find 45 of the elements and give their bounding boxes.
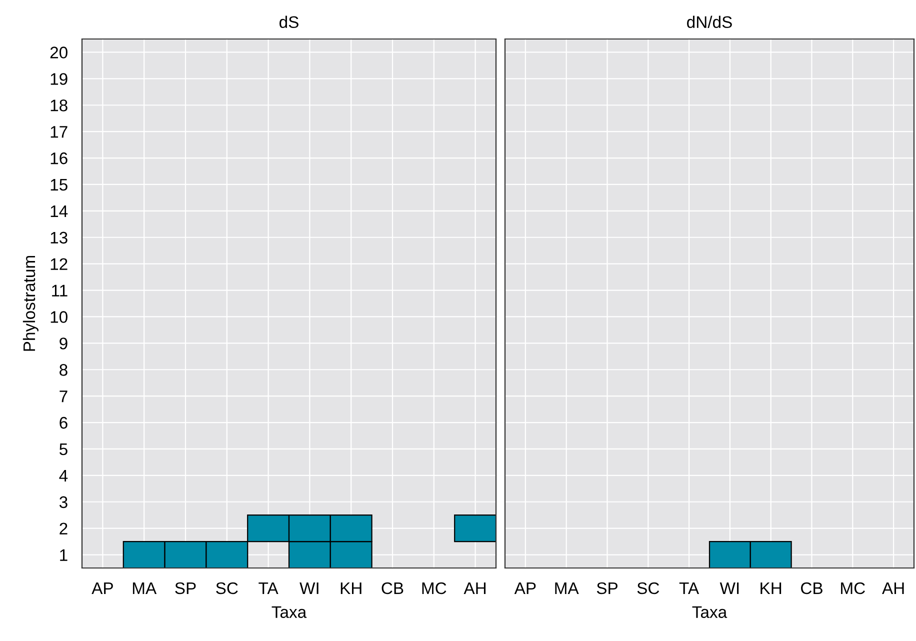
x-tick-label: AP (514, 582, 536, 594)
x-tick-label: TA (258, 582, 278, 594)
y-tick-label: 6 (60, 416, 68, 429)
y-tick-label: 1 (60, 549, 68, 561)
x-tick-label: CB (801, 582, 822, 594)
y-tick-label: 3 (59, 496, 68, 508)
x-tick-label: AH (464, 582, 486, 594)
x-tick-label: WI (720, 582, 739, 594)
y-tick-label: 20 (50, 46, 68, 58)
y-axis-title: Phylostratum (22, 256, 38, 351)
y-tick-label: 16 (50, 152, 68, 164)
y-tick-label: 8 (60, 364, 68, 376)
y-tick-label: 19 (50, 73, 68, 85)
y-tick-label: 15 (50, 179, 68, 191)
chart-title: dS (280, 16, 298, 28)
y-tick-label: 11 (52, 284, 68, 296)
y-tick-label: 2 (60, 522, 68, 534)
chart-title: dN/dS (687, 16, 732, 28)
y-tick-label: 7 (60, 390, 68, 402)
x-axis-title: Taxa (272, 606, 307, 618)
x-tick-label: SP (175, 582, 196, 594)
y-tick-label: 17 (50, 126, 68, 138)
x-tick-label: MC (841, 582, 865, 594)
x-tick-label: SC (216, 582, 238, 594)
y-tick-label: 10 (50, 311, 68, 323)
x-tick-label: SC (637, 582, 660, 594)
x-tick-label: AP (92, 582, 113, 594)
y-tick-label: 9 (60, 338, 68, 350)
x-tick-label: CB (382, 582, 404, 594)
y-tick-label: 18 (50, 100, 68, 112)
x-tick-label: KH (340, 582, 362, 594)
y-tick-label: 5 (60, 444, 68, 456)
x-tick-label: SP (596, 582, 618, 594)
x-tick-label: MA (132, 582, 157, 594)
y-tick-label: 13 (50, 232, 68, 244)
y-tick-label: 12 (50, 258, 68, 270)
x-tick-label: WI (300, 582, 318, 594)
x-tick-label: MA (555, 582, 579, 594)
y-tick-label: 14 (50, 206, 68, 217)
x-tick-label: AH (882, 582, 904, 594)
x-tick-label: KH (760, 582, 782, 594)
x-tick-label: TA (679, 582, 700, 594)
y-tick-label: 4 (59, 470, 68, 482)
x-axis-title: Taxa (692, 606, 728, 618)
x-tick-label: MC (422, 582, 446, 594)
